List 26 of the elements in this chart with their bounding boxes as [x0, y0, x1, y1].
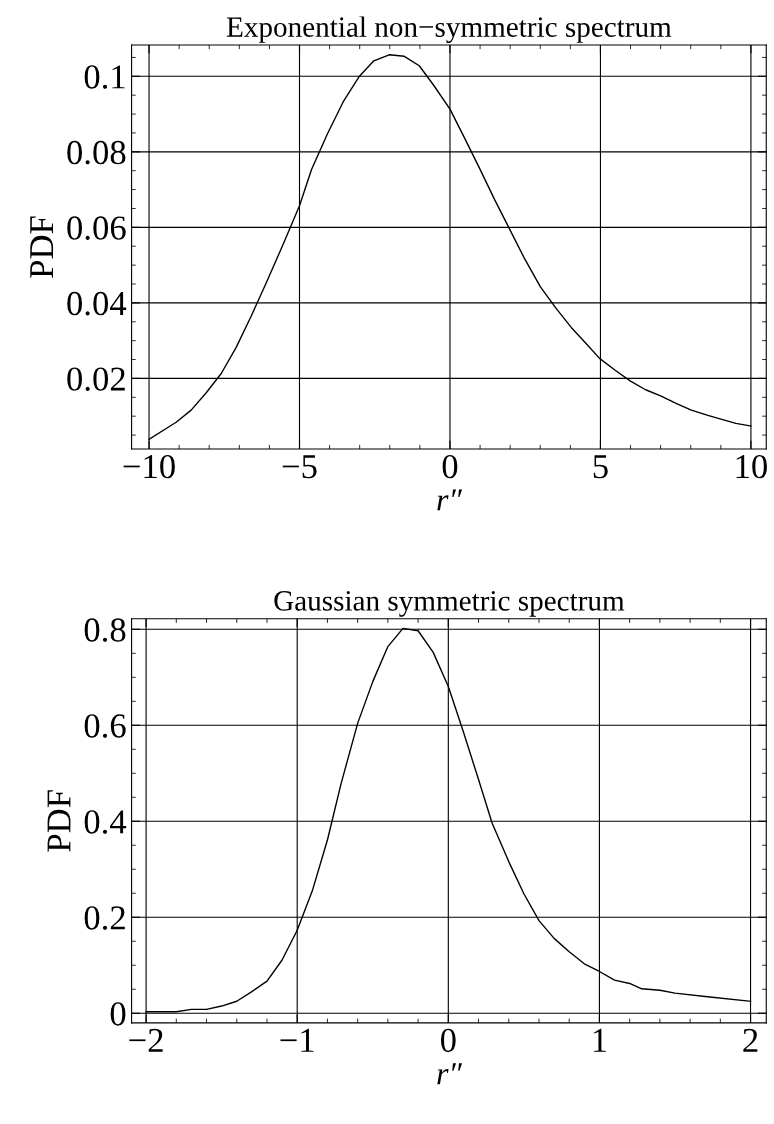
x-tick-label: −1 [280, 1028, 314, 1052]
y-tick-label: 0.04 [67, 291, 127, 316]
y-tick-label: 0 [110, 1002, 126, 1026]
chart-title: Exponential non−symmetric spectrum [226, 16, 672, 43]
y-tick-label: 0.2 [84, 906, 125, 930]
y-tick-label: 0.4 [84, 810, 127, 834]
y-tick-label: 0.02 [67, 367, 125, 391]
x-tick-label: 5 [593, 455, 608, 479]
x-tick-label: 1 [593, 1028, 607, 1052]
x-tick-label: −10 [123, 454, 175, 479]
y-axis-title: PDF [47, 790, 71, 852]
y-axis-title: PDF [30, 216, 54, 278]
x-tick-label: −5 [282, 455, 317, 479]
y-tick-label: 0.08 [67, 140, 126, 165]
chart-title: Gaussian symmetric spectrum [274, 591, 625, 617]
x-tick-label: −2 [129, 1028, 163, 1052]
y-tick-label: 0.1 [84, 65, 125, 89]
x-tick-label: 0 [440, 1028, 456, 1053]
y-tick-label: 0.6 [84, 714, 126, 738]
y-tick-label: 0.8 [84, 618, 126, 642]
y-tick-label: 0.06 [67, 216, 126, 240]
x-axis-title: r″ [437, 489, 463, 511]
x-tick-label: 10 [736, 454, 767, 479]
x-axis-title: r″ [437, 1063, 463, 1085]
x-tick-label: 2 [743, 1028, 758, 1052]
x-tick-label: 0 [442, 454, 458, 479]
